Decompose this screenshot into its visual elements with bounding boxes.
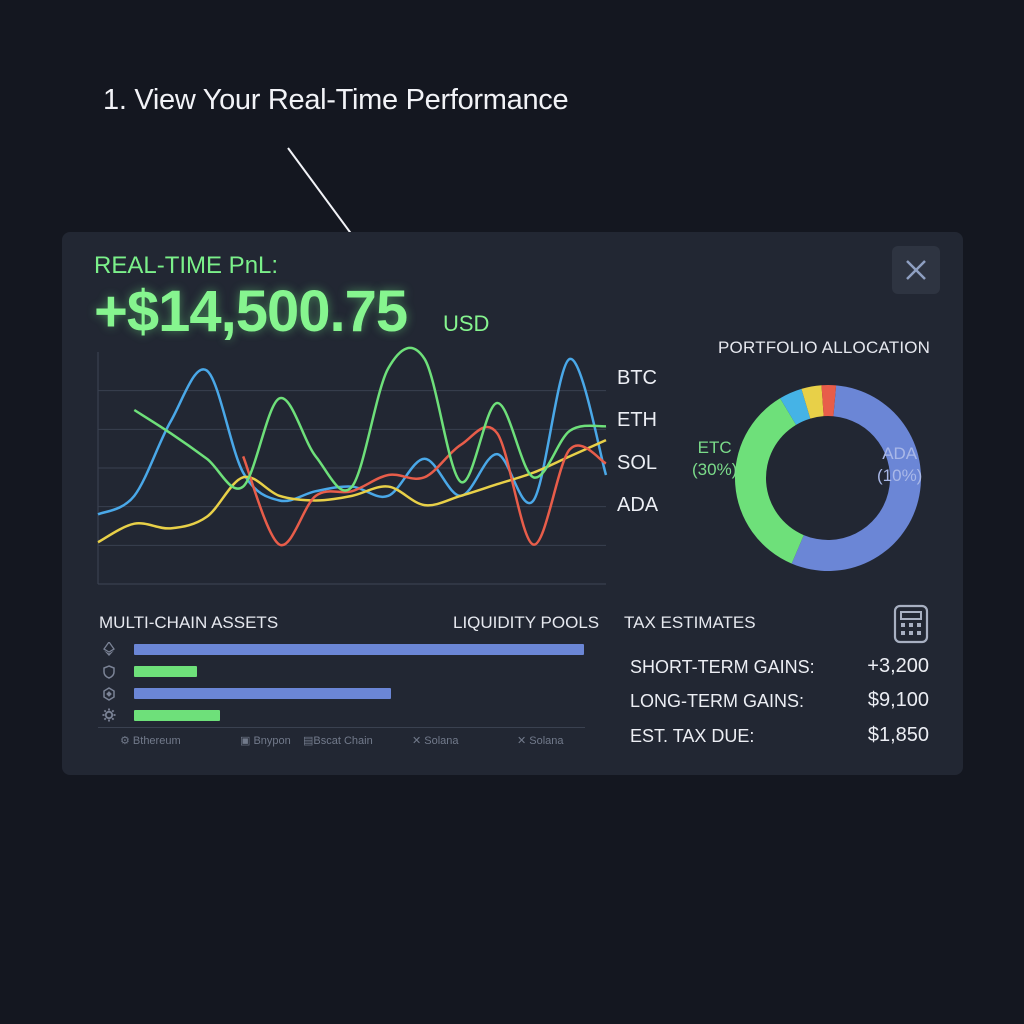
tax-estimates-title: TAX ESTIMATES [624,613,756,632]
chain-label-text: Solana [424,735,459,747]
shield-icon [103,665,115,679]
gear-icon [102,708,116,722]
series-line-btc [97,357,608,516]
asset-bar-ethereum [134,644,584,655]
portfolio-allocation-title: PORTFOLIO ALLOCATION [718,338,931,357]
donut-slice-red [821,385,837,417]
chain-label-solana-1: ✕ Solana [412,735,459,747]
chain-label-bnypon: ▣ Bnypon [240,735,291,747]
series-line-eth [97,439,607,544]
legend-btc: BTC [617,367,657,389]
long-term-gains-value: $9,100 [867,689,929,711]
series-line-sol [241,425,607,547]
ada-allocation-label: ADA (10%) [877,443,922,487]
multi-chain-assets-title: MULTI-CHAIN ASSETS [99,613,279,632]
close-button[interactable] [892,246,940,294]
short-term-gains-value: +3,200 [867,655,929,677]
long-term-gains-label: LONG-TERM GAINS: [630,691,805,711]
chain-label-text: Solana [529,735,564,747]
ada-percent: (10%) [877,466,923,485]
asset-bar-gear [134,710,220,721]
ethereum-icon [103,642,115,656]
pnl-currency: USD [443,311,490,336]
binance-icon [103,687,115,701]
liquidity-pools-title[interactable]: LIQUIDITY POOLS [453,613,600,632]
donut-slice-light-blue [780,388,811,425]
ada-name: ADA [882,444,918,463]
dashboard-panel: REAL-TIME PnL: +$14,500.75 USD BTC ETH S… [62,232,963,775]
pnl-label: REAL-TIME PnL: [94,252,279,279]
donut-slice-ada [791,385,921,571]
asset-bar-binance [134,688,391,699]
close-icon [906,260,926,280]
etc-name: ETC [697,438,732,457]
est-tax-due-value: $1,850 [867,724,929,746]
calculator-icon[interactable] [893,604,929,644]
step-title: 1. View Your Real-Time Performance [103,84,569,116]
donut-slice-yellow [801,385,824,419]
short-term-gains-label: SHORT-TERM GAINS: [630,657,815,677]
chain-label-bthereum: ⚙ Bthereum [120,735,181,747]
series-line-ada [133,346,607,492]
etc-allocation-label: ETC (30%) [692,437,737,481]
performance-line-chart [97,346,608,585]
chain-label-text: Bnypon [253,735,291,747]
legend-sol: SOL [617,452,658,474]
chain-label-text: Bscat Chain [313,735,373,747]
legend-eth: ETH [617,409,657,431]
legend-ada: ADA [617,494,659,516]
chain-label-bscat: ▤Bscat Chain [303,735,373,747]
pnl-value: +$14,500.75 [94,279,408,344]
asset-bar-shield [134,666,197,677]
allocation-donut-chart [735,385,921,571]
est-tax-due-label: EST. TAX DUE: [630,726,755,746]
etc-percent: (30%) [692,460,738,479]
chain-label-text: Bthereum [132,735,181,747]
assets-axis [98,727,585,728]
donut-slice-etc [735,398,804,564]
chain-label-solana-2: ✕ Solana [517,735,564,747]
